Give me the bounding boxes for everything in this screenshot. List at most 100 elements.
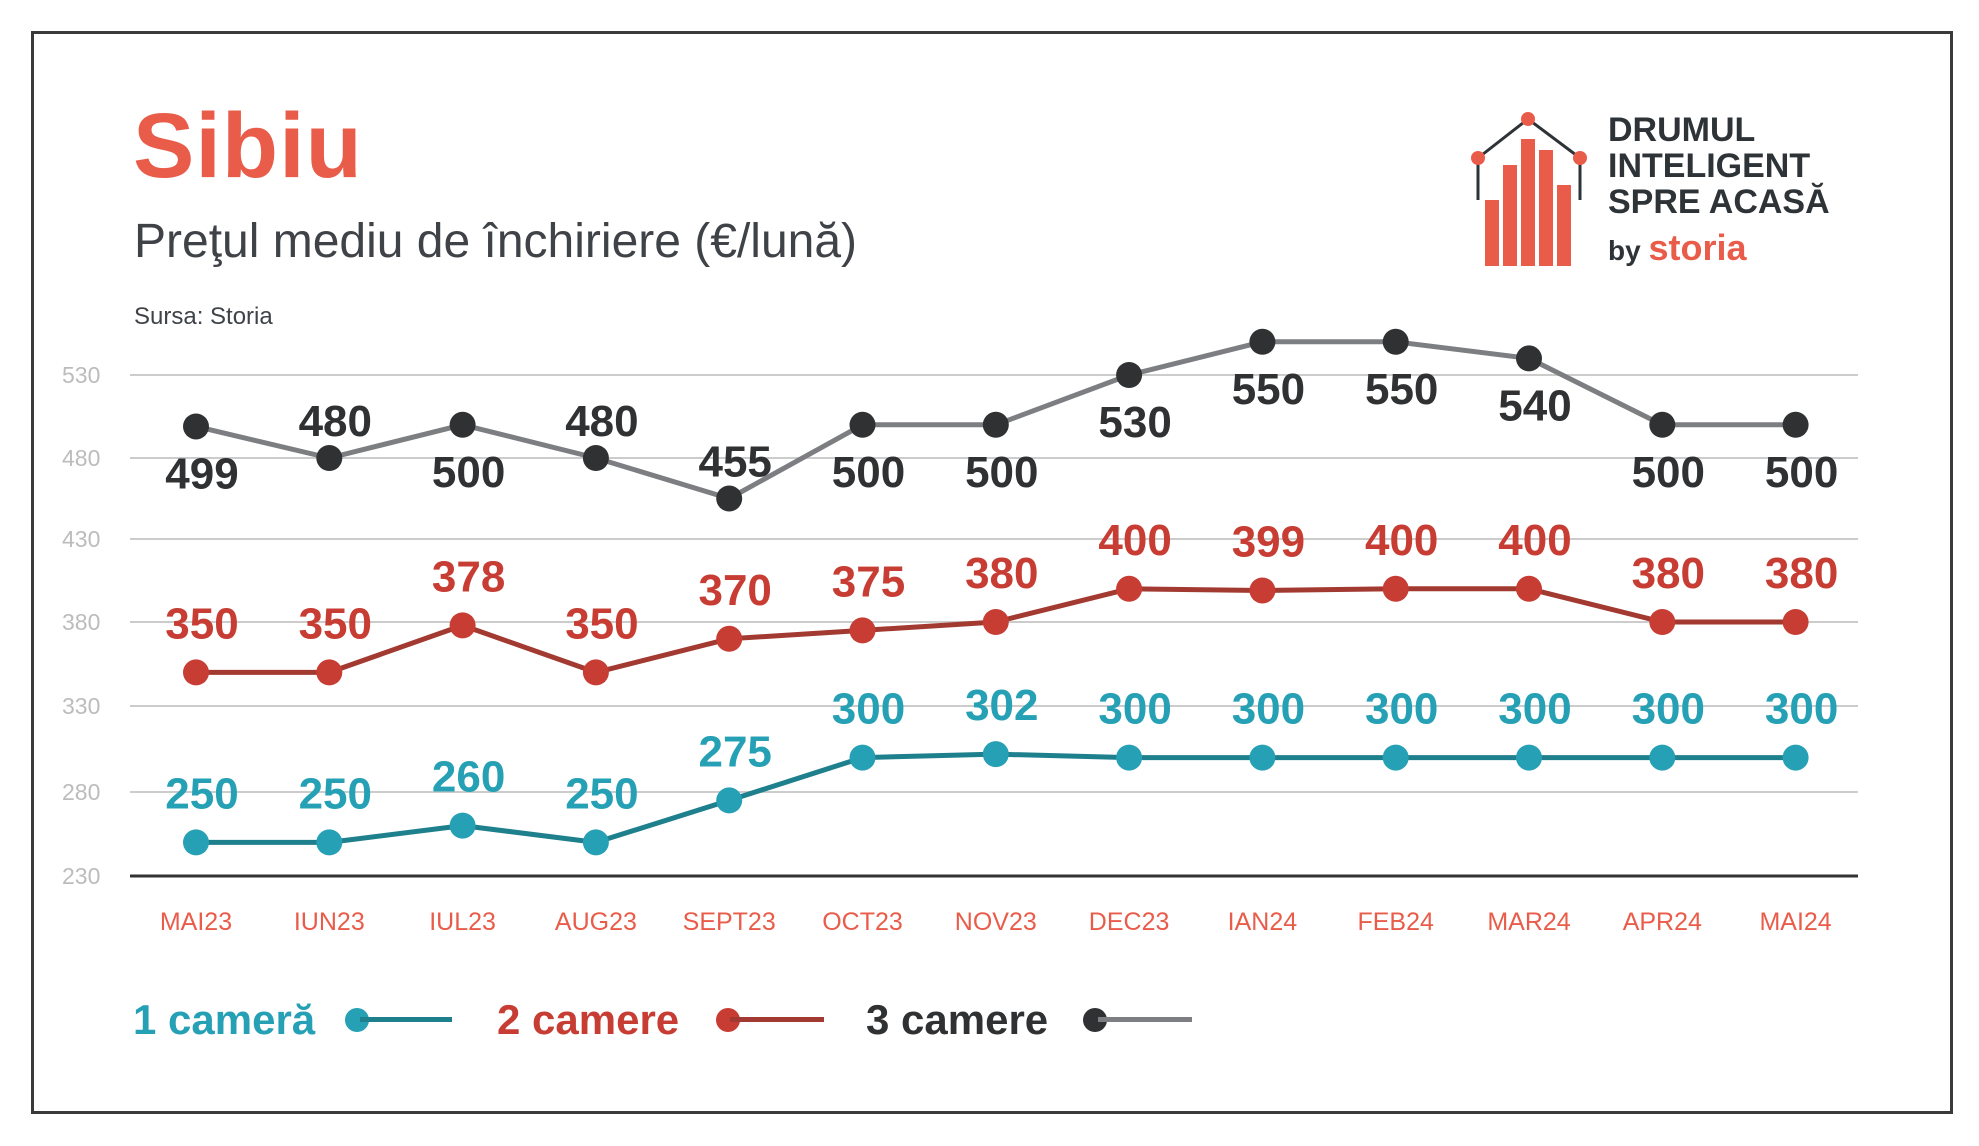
data-label: 500 xyxy=(832,448,905,497)
data-label: 540 xyxy=(1498,381,1571,430)
legend-line-3-camere xyxy=(1098,1017,1192,1022)
data-label: 399 xyxy=(1232,517,1305,566)
data-point xyxy=(1516,575,1542,602)
data-point xyxy=(982,609,1009,635)
data-label: 370 xyxy=(698,566,771,615)
data-label: 455 xyxy=(698,438,771,487)
x-tick-label: SEPT23 xyxy=(683,908,776,936)
data-label: 375 xyxy=(832,557,905,606)
data-point xyxy=(316,829,343,856)
y-tick-label: 380 xyxy=(62,609,100,635)
data-point xyxy=(183,413,209,440)
legend-label-1-camera: 1 cameră xyxy=(133,996,316,1043)
x-tick-label: AUG23 xyxy=(555,908,637,936)
data-label: 380 xyxy=(965,549,1038,598)
x-tick-label: APR24 xyxy=(1623,908,1702,936)
data-point xyxy=(449,812,476,839)
data-label: 400 xyxy=(1365,516,1438,565)
data-point xyxy=(1116,362,1143,388)
brand-logo-text: DRUMUL INTELIGENT SPRE ACASĂ xyxy=(1608,112,1830,220)
data-point xyxy=(1249,577,1276,604)
data-point xyxy=(1249,328,1276,355)
data-label: 550 xyxy=(1232,365,1305,414)
data-label: 500 xyxy=(432,448,505,497)
data-point xyxy=(1516,345,1542,372)
legend-label-3-camere: 3 camere xyxy=(866,996,1049,1043)
x-tick-label: NOV23 xyxy=(955,908,1037,936)
data-point xyxy=(716,485,743,512)
legend-line-1-camera xyxy=(360,1017,452,1022)
data-point xyxy=(316,659,343,686)
data-label: 300 xyxy=(1098,685,1171,734)
data-label: 380 xyxy=(1632,549,1705,598)
data-label: 500 xyxy=(1632,448,1705,497)
data-point xyxy=(1516,744,1542,771)
source-note: Sursa: Storia xyxy=(134,303,273,330)
data-point xyxy=(982,411,1009,438)
data-label: 300 xyxy=(1765,685,1838,734)
logo-line-3: SPRE ACASĂ xyxy=(1608,183,1830,221)
data-label: 350 xyxy=(165,599,238,648)
data-point xyxy=(316,445,343,471)
data-point xyxy=(716,787,743,814)
y-tick-label: 230 xyxy=(62,863,100,889)
data-label: 250 xyxy=(565,769,638,818)
data-label: 300 xyxy=(1632,685,1705,734)
x-tick-label: MAI24 xyxy=(1759,908,1831,936)
data-point xyxy=(582,445,609,471)
data-point xyxy=(449,612,476,639)
data-label: 480 xyxy=(565,397,638,446)
y-tick-label: 280 xyxy=(62,779,100,805)
x-tick-label: DEC23 xyxy=(1089,908,1170,936)
y-tick-label: 480 xyxy=(62,445,100,471)
data-label: 250 xyxy=(299,769,372,818)
brand-logo-graphic xyxy=(1471,112,1587,266)
y-tick-label: 430 xyxy=(62,526,100,552)
data-point xyxy=(1649,609,1676,635)
x-tick-label: IUN23 xyxy=(294,908,365,936)
data-point xyxy=(849,744,876,771)
data-label: 530 xyxy=(1098,398,1171,447)
data-point xyxy=(1649,411,1676,438)
x-tick-label: OCT23 xyxy=(822,908,903,936)
data-label: 250 xyxy=(165,769,238,818)
data-point xyxy=(582,829,609,856)
logo-brand: storia xyxy=(1648,227,1747,268)
chart-title: Sibiu xyxy=(133,95,363,197)
data-point xyxy=(1249,744,1276,771)
data-point xyxy=(582,659,609,686)
x-tick-label: IUL23 xyxy=(429,908,496,936)
data-point xyxy=(849,617,876,644)
data-point xyxy=(1382,744,1409,771)
data-label: 300 xyxy=(1232,685,1305,734)
data-label: 480 xyxy=(299,397,372,446)
data-point xyxy=(1382,575,1409,602)
data-point xyxy=(849,411,876,438)
brand-byline: by storia xyxy=(1608,230,1747,266)
logo-line-2: INTELIGENT xyxy=(1608,147,1811,185)
data-label: 500 xyxy=(1765,448,1838,497)
y-tick-label: 330 xyxy=(62,693,100,719)
logo-line-1: DRUMUL xyxy=(1608,111,1756,149)
data-label: 499 xyxy=(165,449,238,498)
data-point xyxy=(449,411,476,438)
x-tick-label: FEB24 xyxy=(1357,908,1434,936)
data-point xyxy=(183,829,209,856)
data-point xyxy=(183,659,209,686)
data-point xyxy=(1116,744,1143,771)
data-label: 300 xyxy=(1365,685,1438,734)
data-point xyxy=(1116,575,1143,602)
data-point xyxy=(716,625,743,652)
chart-frame xyxy=(31,31,1953,1114)
x-tick-label: MAR24 xyxy=(1487,908,1570,936)
data-point xyxy=(982,741,1009,768)
y-tick-label: 530 xyxy=(62,362,100,388)
x-tick-label: MAI23 xyxy=(160,908,232,936)
data-label: 400 xyxy=(1098,516,1171,565)
data-label: 275 xyxy=(698,727,771,776)
legend-label-2-camere: 2 camere xyxy=(497,996,680,1043)
chart-subtitle: Preţul mediu de închiriere (€/lună) xyxy=(134,215,858,268)
data-point xyxy=(1782,411,1809,438)
legend-line-2-camere xyxy=(730,1017,824,1022)
